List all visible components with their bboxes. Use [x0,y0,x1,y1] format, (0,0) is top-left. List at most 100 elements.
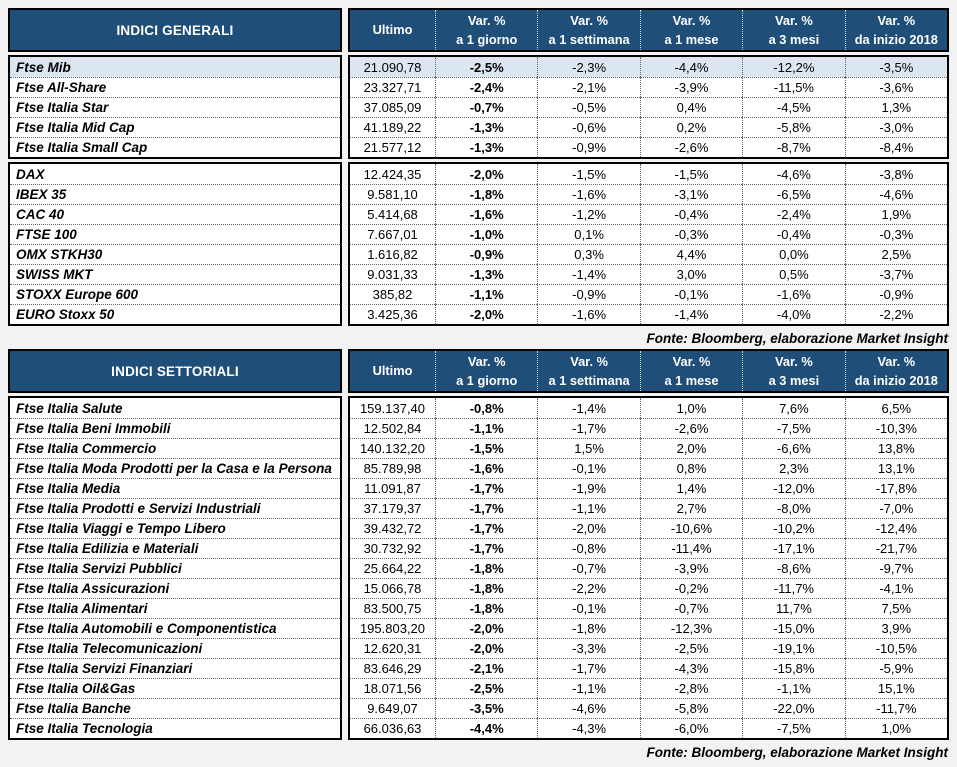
value-pct: -3,9% [639,77,743,97]
value-pct: 2,0% [639,438,743,458]
value-pct: -2,0% [435,304,538,324]
value-pct: -1,5% [537,164,640,184]
value-pct: -7,0% [844,498,947,518]
value-pct: -12,3% [639,618,743,638]
value-pct: 3,9% [844,618,947,638]
value-pct: 0,4% [639,97,743,117]
index-name: Ftse Italia Salute [10,398,340,418]
value-pct: 1,4% [639,478,743,498]
value-pct: -8,6% [742,558,845,578]
value-pct: -0,3% [639,224,743,244]
value-pct: -1,3% [435,264,538,284]
value-pct: -2,1% [435,658,538,678]
value-pct: -0,7% [639,598,743,618]
value-pct: -1,8% [435,184,538,204]
value-pct: 0,3% [537,244,640,264]
value-pct: -1,3% [435,137,538,157]
value-pct: -1,7% [537,418,640,438]
value-pct: -0,7% [435,97,538,117]
value-pct: -12,4% [844,518,947,538]
index-name: FTSE 100 [10,224,340,244]
value-ultimo: 5.414,68 [350,204,435,224]
value-pct: 1,9% [844,204,947,224]
index-name: Ftse Italia Mid Cap [10,117,340,137]
value-pct: -0,1% [639,284,743,304]
value-pct: -1,8% [435,558,538,578]
value-pct: -3,1% [639,184,743,204]
value-pct: -6,5% [742,184,845,204]
value-ultimo: 25.664,22 [350,558,435,578]
index-name: EURO Stoxx 50 [10,304,340,324]
value-pct: -4,3% [537,718,640,738]
table-body-block: Ftse Mib Ftse All-Share Ftse Italia Star Ft… [8,55,949,159]
index-name: Ftse Italia Star [10,97,340,117]
table-body-block: DAX IBEX 35 CAC 40 FTSE 100 OMX STKH30 SWISS … [8,162,949,326]
value-pct: -4,4% [639,57,743,77]
column-header: Ultimo [372,22,413,38]
index-name: Ftse All-Share [10,77,340,97]
value-ultimo: 30.732,92 [350,538,435,558]
value-pct: -1,7% [435,498,538,518]
value-pct: -2,8% [639,678,743,698]
index-name-column: Ftse Mib Ftse All-Share Ftse Italia Star Ft… [8,55,342,159]
value-pct: -2,0% [435,164,538,184]
index-name: Ftse Italia Viaggi e Tempo Libero [10,518,340,538]
value-pct: 3,0% [639,264,743,284]
value-pct: -4,5% [742,97,845,117]
source-note: Fonte: Bloomberg, elaborazione Market In… [646,331,948,346]
value-pct: -3,9% [639,558,743,578]
value-pct: -1,1% [742,678,845,698]
value-ultimo: 39.432,72 [350,518,435,538]
value-pct: 13,8% [844,438,947,458]
value-pct: -2,0% [435,638,538,658]
value-pct: -1,8% [435,598,538,618]
value-pct: -3,5% [435,698,538,718]
index-name: Ftse Italia Tecnologia [10,718,340,738]
value-pct: -7,5% [742,418,845,438]
index-name: Ftse Italia Automobili e Componentistica [10,618,340,638]
index-name: Ftse Italia Telecomunicazioni [10,638,340,658]
value-pct: -1,1% [537,678,640,698]
column-header: Var. % a 1 giorno [435,351,537,391]
value-pct: -0,1% [537,458,640,478]
column-header: Var. % a 3 mesi [742,10,844,50]
value-pct: -1,1% [435,284,538,304]
market-report-page: INDICI GENERALI Ultimo Var. % a 1 giorno Va… [8,8,949,763]
value-pct: -0,9% [435,244,538,264]
index-name: STOXX Europe 600 [10,284,340,304]
value-pct: -4,1% [844,578,947,598]
value-pct: -1,6% [742,284,845,304]
index-name: Ftse Italia Small Cap [10,137,340,157]
value-ultimo: 12.620,31 [350,638,435,658]
value-pct: -0,7% [537,558,640,578]
value-ultimo: 37.085,09 [350,97,435,117]
value-pct: -9,7% [844,558,947,578]
value-pct: -11,5% [742,77,845,97]
column-header: Var. % a 1 mese [639,10,742,50]
value-pct: 2,5% [844,244,947,264]
index-name: OMX STKH30 [10,244,340,264]
value-pct: -0,4% [742,224,845,244]
value-pct: -2,6% [639,137,743,157]
value-ultimo: 3.425,36 [350,304,435,324]
value-pct: -4,6% [844,184,947,204]
value-ultimo: 159.137,40 [350,398,435,418]
value-pct: -1,8% [435,578,538,598]
value-pct: -7,5% [742,718,845,738]
index-name-column: Ftse Italia Salute Ftse Italia Beni Immob… [8,396,342,740]
value-ultimo: 23.327,71 [350,77,435,97]
value-pct: -15,0% [742,618,845,638]
value-pct: -8,7% [742,137,845,157]
value-pct: -12,0% [742,478,845,498]
value-pct: -3,5% [844,57,947,77]
value-pct: -19,1% [742,638,845,658]
column-header: Var. % a 1 giorno [435,10,537,50]
source-note: Fonte: Bloomberg, elaborazione Market In… [646,745,948,760]
value-pct: -0,2% [639,578,743,598]
value-pct: -10,3% [844,418,947,438]
value-pct: -8,0% [742,498,845,518]
value-pct: -0,8% [435,398,538,418]
value-ultimo: 9.031,33 [350,264,435,284]
value-pct: 2,3% [742,458,845,478]
index-data-grid: 159.137,40 -0,8% -1,4% 1,0% 7,6% 6,5% 12.502,8… [348,396,949,740]
